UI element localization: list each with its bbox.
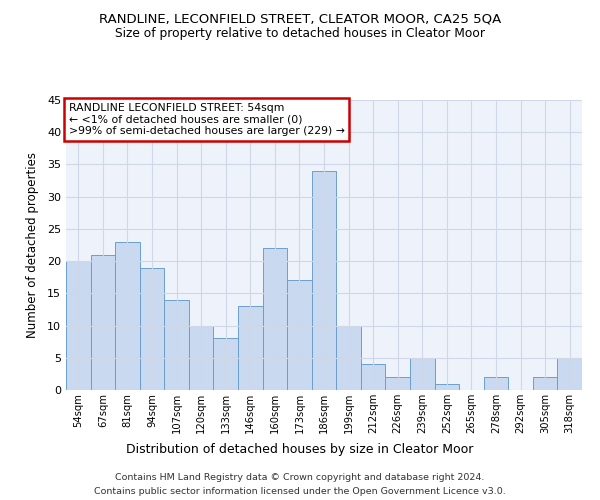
Bar: [484, 377, 508, 390]
Bar: [214, 338, 238, 390]
Bar: [434, 384, 459, 390]
Bar: [336, 326, 361, 390]
Bar: [140, 268, 164, 390]
Bar: [385, 377, 410, 390]
Bar: [533, 377, 557, 390]
Bar: [410, 358, 434, 390]
Bar: [312, 171, 336, 390]
Bar: [91, 254, 115, 390]
Bar: [238, 306, 263, 390]
Text: Distribution of detached houses by size in Cleator Moor: Distribution of detached houses by size …: [127, 442, 473, 456]
Y-axis label: Number of detached properties: Number of detached properties: [26, 152, 38, 338]
Bar: [66, 261, 91, 390]
Text: RANDLINE, LECONFIELD STREET, CLEATOR MOOR, CA25 5QA: RANDLINE, LECONFIELD STREET, CLEATOR MOO…: [99, 12, 501, 26]
Bar: [361, 364, 385, 390]
Bar: [164, 300, 189, 390]
Bar: [115, 242, 140, 390]
Bar: [287, 280, 312, 390]
Text: Contains public sector information licensed under the Open Government Licence v3: Contains public sector information licen…: [94, 488, 506, 496]
Text: RANDLINE LECONFIELD STREET: 54sqm
← <1% of detached houses are smaller (0)
>99% : RANDLINE LECONFIELD STREET: 54sqm ← <1% …: [68, 103, 344, 136]
Text: Contains HM Land Registry data © Crown copyright and database right 2024.: Contains HM Land Registry data © Crown c…: [115, 472, 485, 482]
Bar: [263, 248, 287, 390]
Bar: [557, 358, 582, 390]
Text: Size of property relative to detached houses in Cleator Moor: Size of property relative to detached ho…: [115, 28, 485, 40]
Bar: [189, 326, 214, 390]
